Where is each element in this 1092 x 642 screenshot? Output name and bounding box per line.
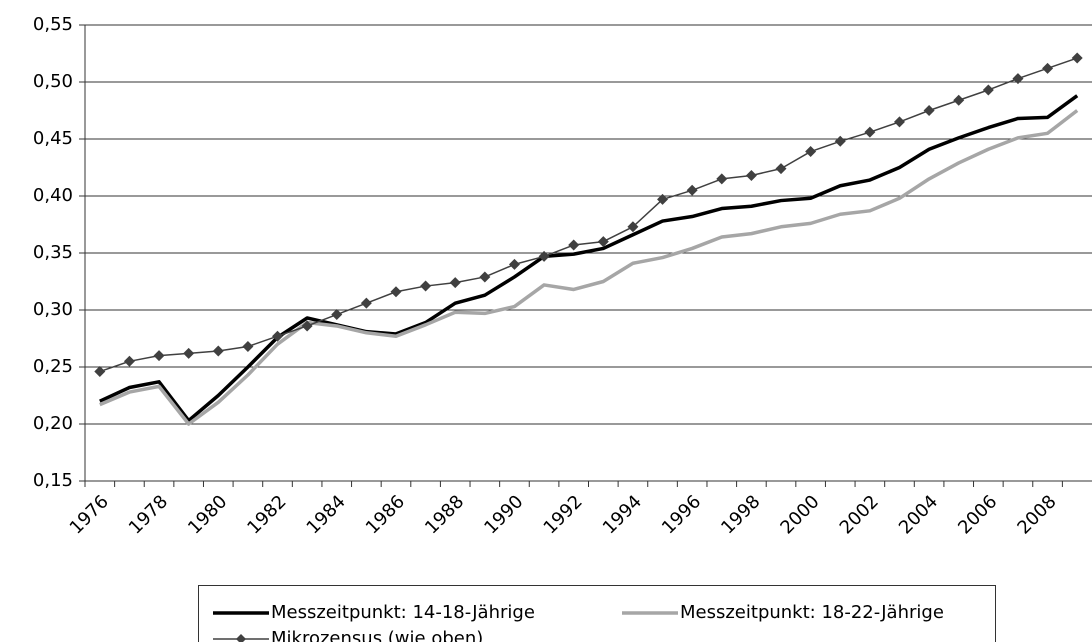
series-line bbox=[99, 94, 1079, 423]
marker bbox=[360, 297, 372, 309]
legend-marker bbox=[236, 634, 246, 642]
x-tick-label: 1998 bbox=[717, 491, 764, 538]
marker bbox=[982, 84, 994, 96]
y-tick-label: 0,45 bbox=[33, 128, 73, 149]
legend-label: Messzeitpunkt: 14-18-Jährige bbox=[271, 602, 535, 623]
marker bbox=[331, 309, 343, 321]
x-tick-label: 1984 bbox=[303, 491, 350, 538]
y-tick-label: 0,30 bbox=[33, 299, 73, 320]
y-tick-label: 0,50 bbox=[33, 71, 73, 92]
x-tick-label: 1986 bbox=[362, 491, 409, 538]
y-tick-label: 0,55 bbox=[33, 14, 73, 35]
marker bbox=[716, 173, 728, 185]
marker bbox=[805, 146, 817, 158]
marker bbox=[123, 355, 135, 367]
marker bbox=[94, 366, 106, 378]
x-tick-label: 1994 bbox=[599, 491, 646, 538]
marker bbox=[834, 135, 846, 147]
x-tick-label: 1980 bbox=[184, 491, 231, 538]
marker bbox=[568, 239, 580, 251]
marker bbox=[923, 105, 935, 116]
marker bbox=[242, 340, 254, 352]
y-tick-label: 0,25 bbox=[33, 356, 73, 377]
marker bbox=[390, 286, 402, 298]
x-tick-label: 2006 bbox=[954, 491, 1001, 538]
series-line bbox=[99, 109, 1079, 426]
marker bbox=[538, 250, 550, 262]
legend-box bbox=[198, 585, 996, 642]
marker bbox=[420, 280, 432, 292]
x-tick-label: 1978 bbox=[125, 491, 172, 538]
y-tick-label: 0,15 bbox=[33, 470, 73, 491]
marker bbox=[864, 126, 876, 138]
legend-label: Messzeitpunkt: 18-22-Jährige bbox=[680, 602, 944, 623]
marker bbox=[212, 345, 224, 357]
x-tick-label: 1992 bbox=[540, 491, 587, 538]
marker bbox=[301, 320, 313, 332]
y-tick-label: 0,35 bbox=[33, 242, 73, 263]
marker bbox=[745, 169, 757, 181]
marker bbox=[1071, 52, 1083, 64]
marker bbox=[479, 271, 491, 283]
marker bbox=[657, 193, 669, 205]
x-tick-label: 1982 bbox=[243, 491, 290, 538]
marker bbox=[1042, 62, 1054, 74]
x-tick-label: 2004 bbox=[895, 491, 942, 538]
marker bbox=[893, 116, 905, 128]
marker bbox=[272, 330, 284, 342]
marker bbox=[508, 258, 520, 270]
marker bbox=[153, 350, 165, 362]
y-tick-label: 0,40 bbox=[33, 185, 73, 206]
marker bbox=[183, 347, 195, 359]
marker bbox=[1012, 73, 1024, 85]
marker bbox=[686, 184, 698, 196]
series-line bbox=[99, 57, 1078, 373]
x-tick-label: 2008 bbox=[1013, 491, 1060, 538]
x-tick-label: 1988 bbox=[421, 491, 468, 538]
x-tick-label: 1976 bbox=[66, 491, 113, 538]
marker bbox=[627, 221, 639, 233]
marker bbox=[953, 94, 965, 106]
marker bbox=[775, 163, 787, 175]
y-tick-label: 0,20 bbox=[33, 413, 73, 434]
x-tick-label: 1990 bbox=[480, 491, 527, 538]
legend-label: Mikrozensus (wie oben) bbox=[271, 628, 483, 642]
x-tick-label: 1996 bbox=[658, 491, 705, 538]
x-tick-label: 2002 bbox=[836, 491, 883, 538]
marker bbox=[597, 236, 609, 248]
x-tick-label: 2000 bbox=[776, 491, 823, 538]
marker bbox=[449, 277, 461, 289]
